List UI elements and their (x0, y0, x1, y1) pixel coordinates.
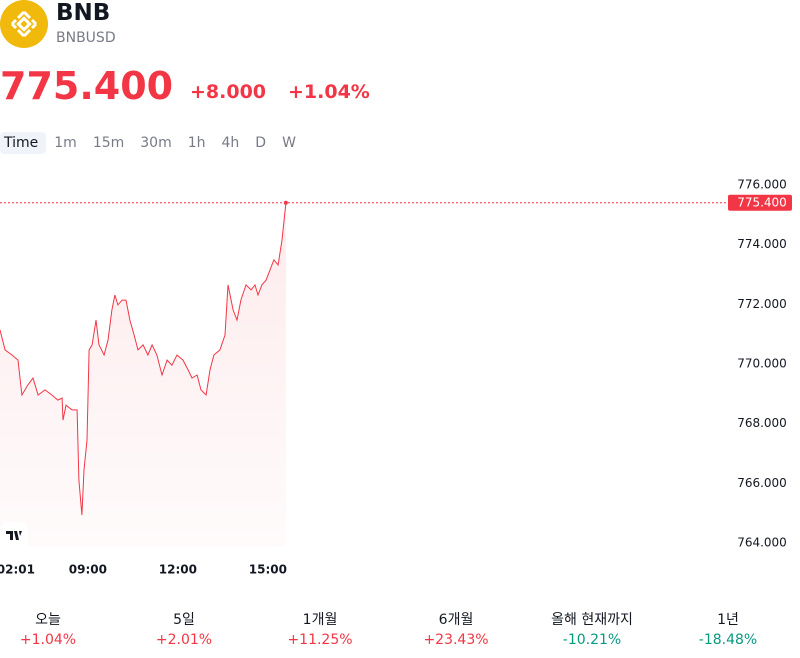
interval-button[interactable]: 30m (140, 135, 172, 151)
area (0, 202, 286, 547)
interval-button[interactable]: 1h (187, 135, 206, 151)
y-tick-label: 764.000 (737, 536, 787, 550)
change-pct: +1.04% (288, 81, 370, 103)
logo (0, 0, 48, 48)
performance-value: +2.01% (155, 632, 213, 648)
interval-button[interactable]: W (282, 135, 296, 151)
interval-bar: Time 1m 15m 30m 1h 4h D W (0, 132, 304, 154)
interval-button[interactable]: 1m (54, 135, 77, 151)
performance-item[interactable]: 오늘 +1.04% (0, 610, 116, 650)
y-tick-label: 768.000 (737, 416, 787, 430)
performance-value: +23.43% (423, 632, 489, 648)
last-point (283, 200, 288, 205)
performance-value: -10.21% (562, 632, 622, 648)
x-tick-label: 09:00 (69, 563, 107, 577)
performance: 오늘 +1.04% 5일 +2.01% 1개월 +11.25% 6개월 +23.43% 올해 현… (0, 610, 796, 650)
tv-logo[interactable] (0, 522, 28, 548)
performance-label: 1년 (717, 612, 739, 628)
y-tick-label: 776.000 (737, 177, 787, 191)
x-tick-label: 12:00 (159, 563, 197, 577)
change: +8.000 (190, 81, 267, 103)
performance-item[interactable]: 5일 +2.01% (116, 610, 252, 650)
y-tick-label: 770.000 (737, 356, 787, 370)
performance-label: 1개월 (302, 612, 338, 628)
performance-value: +1.04% (19, 632, 77, 648)
performance-item[interactable]: 1년 -18.48% (660, 610, 796, 650)
interval-button[interactable]: 15m (92, 135, 125, 151)
y-tick-label: 766.000 (737, 476, 787, 490)
price-line (0, 202, 287, 516)
last-price-tag (728, 194, 792, 211)
symbol: BNB (56, 0, 111, 26)
performance-item[interactable]: 1개월 +11.25% (252, 610, 388, 650)
performance-item[interactable]: 올해 현재까지 -10.21% (524, 610, 660, 650)
last-price-label: 775.400 (737, 195, 787, 209)
chart: 764.000 766.000 768.000 770.000 772.000 774.0… (0, 177, 792, 577)
performance-label: 6개월 (438, 612, 474, 628)
performance-item[interactable]: 6개월 +23.43% (388, 610, 524, 650)
ticker: BNBUSD (56, 30, 116, 46)
interval-button[interactable]: D (255, 135, 267, 151)
performance-value: -18.48% (698, 632, 758, 648)
x-tick-label: 15:00 (249, 563, 287, 577)
performance-label: 오늘 (35, 612, 61, 628)
performance-value: +11.25% (287, 632, 353, 648)
interval-button[interactable]: Time (0, 132, 47, 154)
performance-label: 5일 (173, 612, 195, 628)
price: 775.400 (0, 64, 174, 108)
interval-button[interactable]: 4h (221, 135, 240, 151)
performance-label: 올해 현재까지 (551, 612, 633, 628)
y-tick-label: 774.000 (737, 237, 787, 251)
y-tick-label: 772.000 (737, 297, 787, 311)
x-tick-label: 02:01 (0, 563, 35, 577)
